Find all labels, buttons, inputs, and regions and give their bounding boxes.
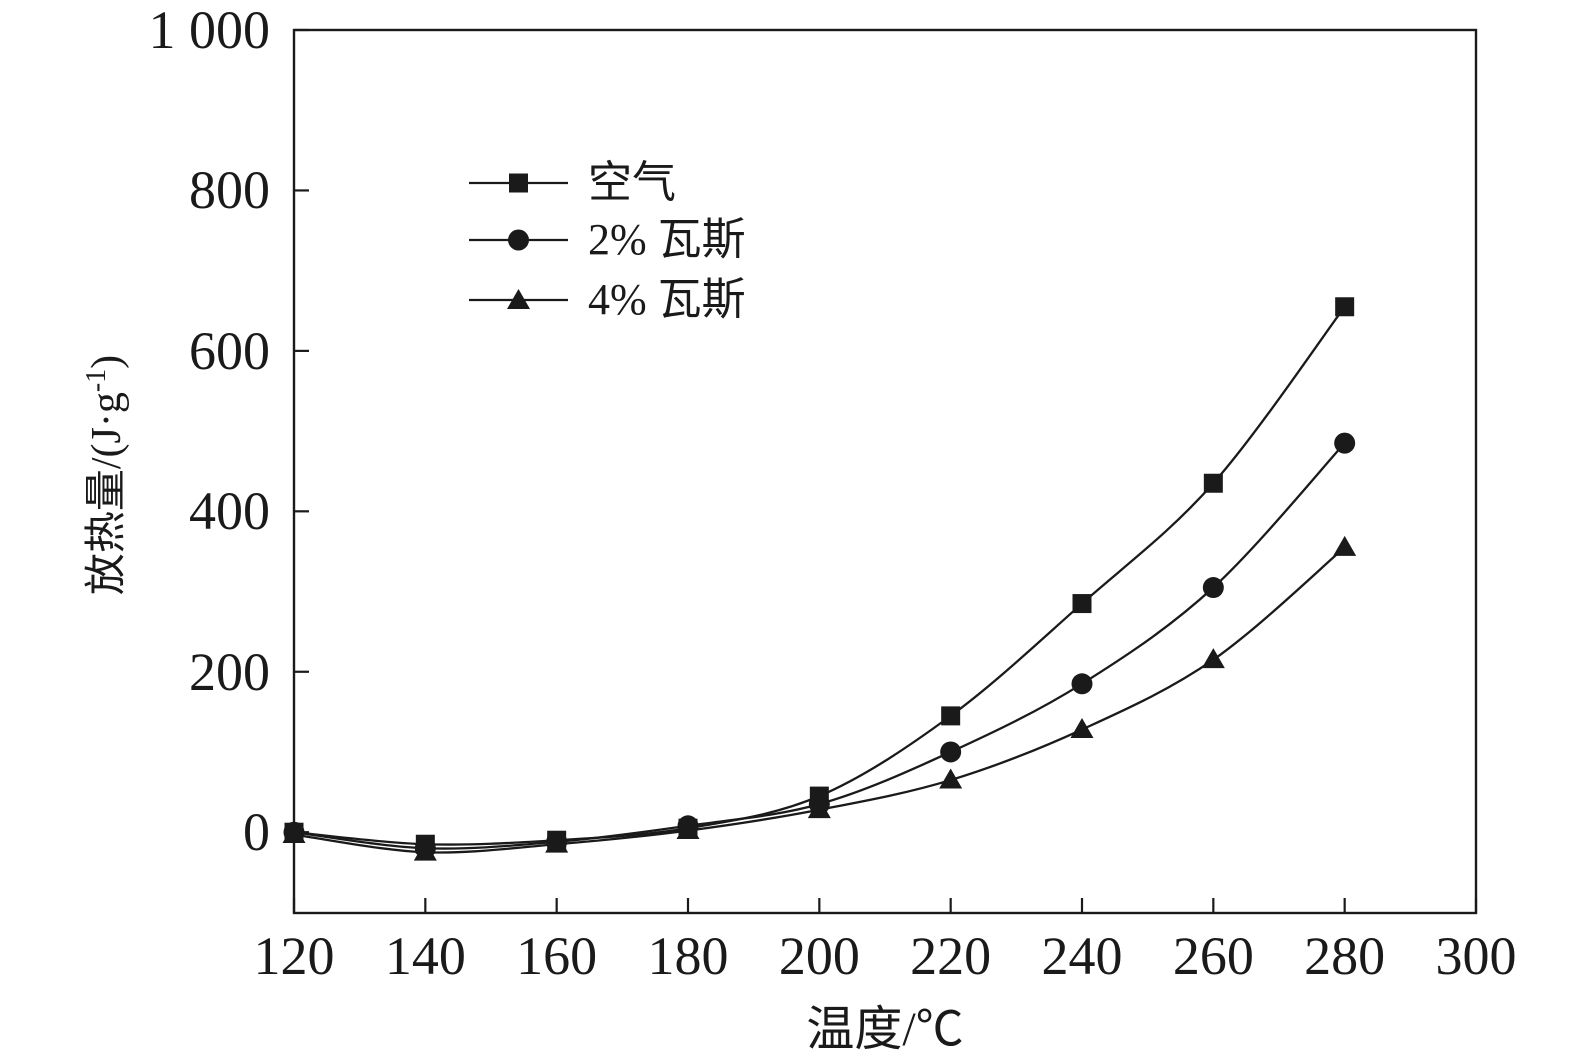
svg-text:220: 220 <box>910 926 991 986</box>
svg-text:240: 240 <box>1042 926 1123 986</box>
svg-text:0: 0 <box>243 802 270 862</box>
svg-text:200: 200 <box>779 926 860 986</box>
svg-text:120: 120 <box>254 926 335 986</box>
svg-text:2% 瓦斯: 2% 瓦斯 <box>588 215 746 264</box>
svg-text:空气: 空气 <box>588 158 676 207</box>
svg-text:180: 180 <box>648 926 729 986</box>
svg-text:280: 280 <box>1304 926 1385 986</box>
svg-text:300: 300 <box>1436 926 1517 986</box>
svg-text:140: 140 <box>385 926 466 986</box>
svg-text:温度/℃: 温度/℃ <box>806 1003 963 1056</box>
svg-text:1 000: 1 000 <box>149 0 271 60</box>
svg-text:200: 200 <box>189 642 270 702</box>
svg-text:260: 260 <box>1173 926 1254 986</box>
svg-text:400: 400 <box>189 481 270 541</box>
svg-text:4% 瓦斯: 4% 瓦斯 <box>588 275 746 324</box>
svg-text:600: 600 <box>189 321 270 381</box>
svg-text:800: 800 <box>189 160 270 220</box>
svg-text:160: 160 <box>516 926 597 986</box>
svg-text:放热量/(J·g-1): 放热量/(J·g-1) <box>81 355 131 595</box>
